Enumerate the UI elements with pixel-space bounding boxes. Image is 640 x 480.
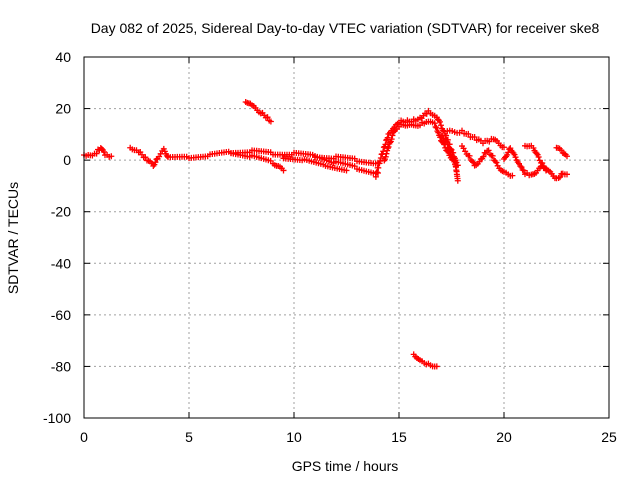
y-tick-label: -100: [43, 410, 71, 426]
data-point: [520, 167, 527, 174]
data-point: [383, 150, 390, 157]
data-point: [382, 153, 389, 160]
grid-layer: [84, 57, 609, 418]
data-point: [388, 136, 395, 143]
plot-frame: [83, 56, 610, 419]
data-point: [142, 154, 149, 161]
data-point: [471, 134, 478, 141]
data-point: [280, 167, 287, 174]
data-point: [517, 163, 524, 169]
data-point: [433, 124, 440, 131]
data-point: [436, 118, 443, 125]
data-point: [387, 139, 394, 146]
data-point: [480, 153, 487, 160]
chart-title: Day 082 of 2025, Sidereal Day-to-day VTE…: [91, 20, 600, 36]
x-tick-label: 0: [80, 429, 88, 445]
data-points: [81, 99, 570, 370]
data-point: [438, 122, 444, 129]
data-point: [439, 132, 446, 139]
x-tick-label: 15: [391, 429, 407, 445]
y-axis-label: SDTVAR / TECUs: [5, 182, 21, 294]
data-point: [459, 127, 465, 134]
data-point: [540, 164, 547, 171]
data-point: [435, 129, 442, 136]
y-tick-label: 20: [55, 101, 71, 117]
data-point: [377, 155, 384, 162]
data-point: [465, 130, 472, 137]
data-point: [539, 160, 546, 167]
data-point: [431, 120, 438, 127]
x-tick-label: 25: [601, 429, 617, 445]
x-axis-label: GPS time / hours: [292, 458, 399, 474]
data-point: [108, 153, 115, 160]
x-tick-label: 5: [185, 429, 193, 445]
data-point: [512, 154, 519, 161]
data-point: [489, 152, 496, 159]
x-tick-label: 10: [286, 429, 302, 445]
data-point: [93, 150, 100, 157]
y-tick-label: 40: [55, 49, 71, 65]
data-point: [100, 148, 107, 155]
data-point: [432, 123, 439, 130]
x-tick-label: 20: [496, 429, 512, 445]
y-tick-label: -80: [51, 358, 71, 374]
data-point: [493, 159, 500, 166]
data-point: [152, 159, 159, 166]
data-point: [543, 167, 549, 174]
data-point: [384, 145, 391, 152]
data-point: [267, 118, 274, 125]
tick-layer: 0 5 10 15 20 25 40 20 0 -20 -40 -60 -80 -100: [43, 49, 617, 445]
data-point: [454, 177, 461, 184]
data-point: [449, 153, 456, 160]
data-point: [444, 140, 451, 147]
y-tick-label: -60: [51, 307, 71, 323]
data-point: [384, 134, 391, 141]
data-point: [509, 172, 516, 179]
data-point: [564, 171, 570, 178]
data-point: [446, 145, 453, 152]
data-point: [485, 147, 492, 154]
data-point: [564, 153, 570, 160]
data-point: [469, 158, 476, 165]
y-tick-label: -40: [51, 255, 71, 271]
data-point: [535, 154, 542, 161]
data-point: [433, 363, 440, 370]
data-point: [389, 132, 396, 139]
data-point: [466, 152, 473, 159]
data-point: [343, 167, 350, 174]
data-point: [264, 114, 271, 121]
data-point: [557, 174, 563, 181]
data-point: [385, 143, 392, 150]
y-tick-label: 0: [63, 152, 71, 168]
data-point: [501, 144, 507, 151]
data-point: [518, 164, 525, 171]
data-point: [470, 159, 477, 166]
data-point: [447, 149, 454, 156]
y-tick-label: -20: [51, 204, 71, 220]
